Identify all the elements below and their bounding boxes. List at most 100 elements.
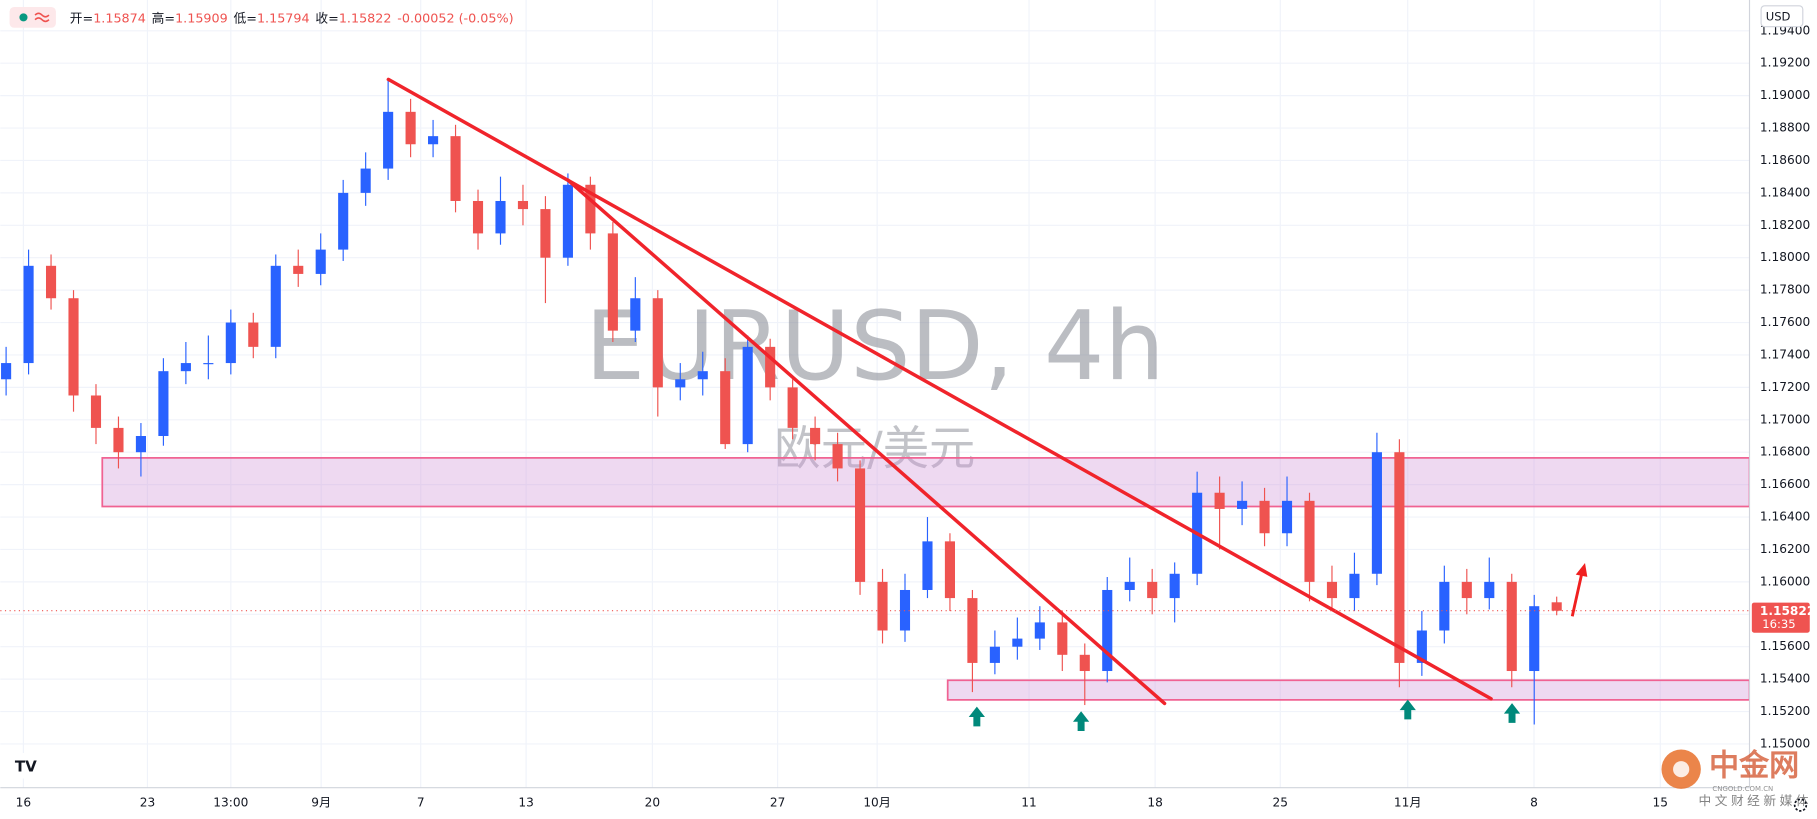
candle-body xyxy=(1484,581,1495,599)
y-tick-label: 1.16800 xyxy=(1760,445,1810,459)
x-tick-label: 20 xyxy=(645,795,660,809)
trend-line xyxy=(566,178,1167,706)
candle-body xyxy=(428,136,439,145)
x-tick-label: 16 xyxy=(16,795,31,809)
up-arrow xyxy=(1503,703,1521,723)
x-tick-label: 25 xyxy=(1273,795,1288,809)
countdown: 16:35 xyxy=(1762,617,1795,631)
x-tick-label: 18 xyxy=(1147,795,1162,809)
candle-body xyxy=(450,136,461,201)
candle-body xyxy=(1079,654,1090,672)
candle-body xyxy=(90,395,102,428)
x-tick-label: 15 xyxy=(1653,795,1668,809)
y-tick-label: 1.19200 xyxy=(1760,56,1810,70)
logo-site: CNGOLD.COM.CN xyxy=(1712,785,1773,793)
candle-body xyxy=(1147,581,1158,599)
candle-body xyxy=(472,200,484,234)
candle-body xyxy=(787,387,798,428)
candle-body xyxy=(1034,622,1045,639)
candle-body xyxy=(720,371,731,445)
candle-body xyxy=(1214,492,1225,509)
time-axis xyxy=(0,787,1817,819)
candle-body xyxy=(68,298,79,396)
candle-body xyxy=(113,427,124,453)
y-tick-label: 1.18400 xyxy=(1760,185,1810,199)
candle-body xyxy=(922,541,933,590)
candle-body xyxy=(1,363,12,380)
candle-body xyxy=(293,265,304,274)
candle-body xyxy=(1394,452,1405,663)
logo-name: 中金网 xyxy=(1709,748,1799,783)
candle-body xyxy=(1237,500,1248,509)
x-tick-label: 11月 xyxy=(1394,795,1422,809)
ohlc-label: 收= xyxy=(315,11,338,26)
candle-body xyxy=(989,646,1000,663)
x-tick-label: 13 xyxy=(518,795,533,809)
candle-body xyxy=(315,249,326,274)
y-tick-label: 1.17400 xyxy=(1760,347,1810,361)
candle-body xyxy=(135,436,146,453)
candle-body xyxy=(360,168,371,193)
candle-body xyxy=(944,541,955,599)
candle-body xyxy=(495,200,506,234)
candle-body xyxy=(652,298,663,388)
y-tick-label: 1.19000 xyxy=(1760,88,1810,102)
candle-body xyxy=(607,233,618,331)
candle-body xyxy=(383,111,394,169)
forecast-arrow xyxy=(1570,574,1583,617)
price-zone xyxy=(101,457,1751,508)
x-tick-label: 9月 xyxy=(311,795,331,809)
y-tick-label: 1.17800 xyxy=(1760,283,1810,297)
forecast-arrow-head xyxy=(1575,562,1588,577)
y-tick-label: 1.18000 xyxy=(1760,250,1810,264)
candle-body xyxy=(1461,581,1472,599)
candle-body xyxy=(405,111,416,145)
status-badge[interactable] xyxy=(9,6,56,28)
symbol-watermark: EURUSD, 4h xyxy=(585,292,1165,402)
y-tick-label: 1.15600 xyxy=(1760,639,1810,653)
candle-body xyxy=(1057,622,1068,655)
tv-logo-box[interactable] xyxy=(9,752,43,779)
ohlc-value: 1.15909 xyxy=(175,11,228,26)
y-tick-label: 1.15200 xyxy=(1760,704,1810,718)
candle-body xyxy=(248,322,259,347)
ohlc-label: 开= xyxy=(70,11,93,26)
status-dot xyxy=(19,13,28,22)
candle-body xyxy=(180,363,191,372)
last-price-box xyxy=(1751,602,1810,633)
y-tick-label: 1.16400 xyxy=(1760,510,1810,524)
candle-body xyxy=(877,581,888,631)
up-arrow xyxy=(1072,711,1090,731)
x-tick-label: 10月 xyxy=(863,795,891,809)
signal-arrows xyxy=(968,562,1588,731)
candle-body xyxy=(1551,602,1562,611)
settings-icon[interactable] xyxy=(1793,798,1808,812)
candle-body xyxy=(810,427,821,445)
candle-body xyxy=(585,184,596,234)
y-tick-label: 1.18200 xyxy=(1760,218,1810,232)
y-tick-label: 1.18800 xyxy=(1760,121,1810,135)
candle-body xyxy=(203,363,214,365)
candle-body xyxy=(540,209,551,258)
y-tick-label: 1.16200 xyxy=(1760,542,1810,556)
candle-body xyxy=(1259,500,1270,534)
candle-body xyxy=(1281,500,1293,534)
candle-body xyxy=(697,371,708,380)
price-zone xyxy=(946,679,1751,701)
wave-icon xyxy=(34,12,50,23)
ohlc-value: 1.15794 xyxy=(257,11,310,26)
candle-body xyxy=(1506,581,1517,672)
candle-body xyxy=(630,298,641,331)
candle-body xyxy=(1349,573,1360,599)
tv-logo: TV xyxy=(15,757,37,775)
y-tick-label: 1.17600 xyxy=(1760,315,1810,329)
candle-body xyxy=(45,265,57,299)
candle-body xyxy=(562,184,573,258)
currency-button[interactable] xyxy=(1760,5,1804,28)
candle-body xyxy=(23,265,34,364)
candle-body xyxy=(338,192,349,250)
ohlc-label: 低= xyxy=(234,11,257,26)
x-tick-label: 27 xyxy=(770,795,785,809)
